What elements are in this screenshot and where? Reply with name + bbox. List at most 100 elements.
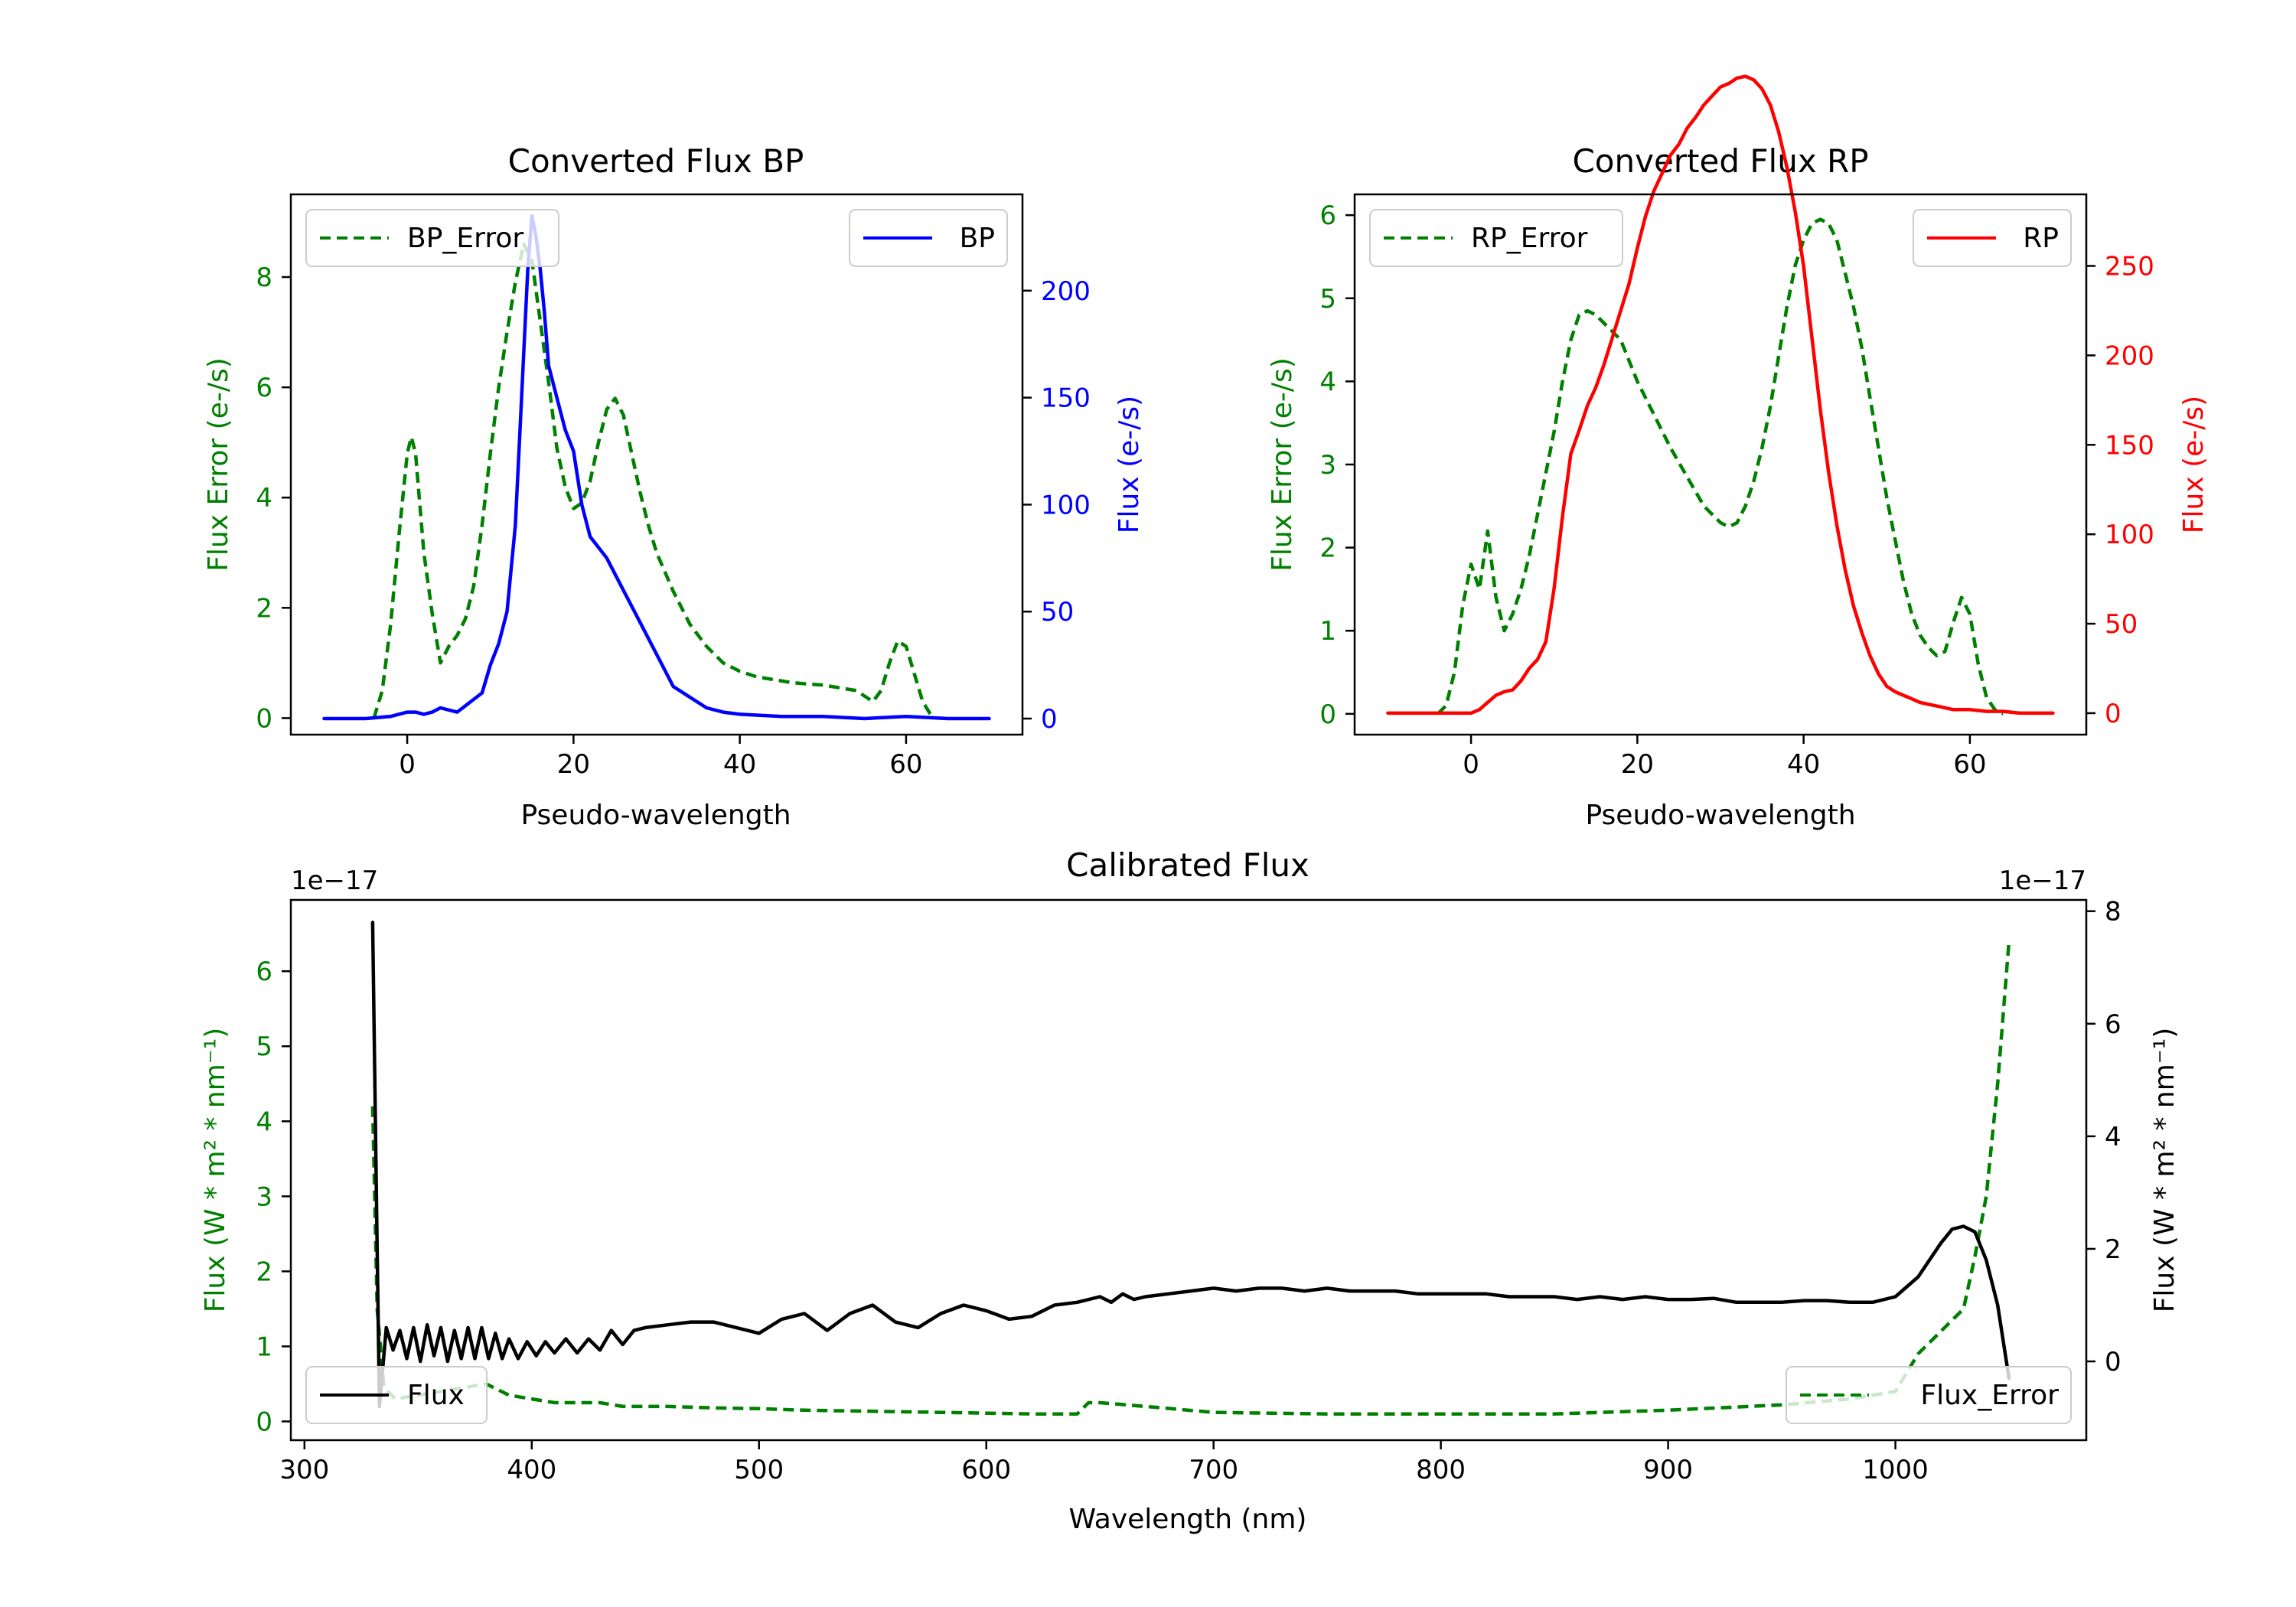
legend-label-flux-error: Flux_Error	[1920, 1380, 2059, 1411]
right-tick-label: 50	[2105, 609, 2138, 640]
x-tick-label: 40	[1787, 749, 1820, 780]
x-tick-label: 300	[279, 1455, 329, 1485]
bp-left-axis-label: Flux Error (e-/s)	[203, 357, 234, 572]
left-tick-label: 4	[1319, 367, 1336, 397]
left-tick-label: 2	[1319, 533, 1336, 564]
series-line-flux-error	[370, 940, 2011, 1416]
right-tick-label: 150	[2105, 430, 2154, 461]
left-tick-label: 3	[1319, 450, 1336, 481]
bp-left-ticks: 0 2 4 6 8	[256, 262, 291, 734]
legend-label-flux: Flux	[407, 1380, 465, 1411]
left-tick-label: 5	[256, 1032, 272, 1062]
legend-box	[305, 209, 559, 267]
cal-left-axis-label: Flux (W * m² * nm⁻¹)	[200, 1028, 231, 1313]
right-tick-label: 8	[2105, 897, 2122, 927]
x-tick-label: 800	[1416, 1455, 1466, 1485]
bp-x-ticks: 0 20 40 60	[399, 735, 923, 780]
rp-plot-area	[1386, 74, 2055, 715]
right-tick-label: 200	[2105, 341, 2154, 371]
cal-x-label: Wavelength (nm)	[1069, 1504, 1307, 1535]
rp-legend-error: RP_Error	[1369, 209, 1623, 267]
cal-title: Calibrated Flux	[1066, 846, 1309, 884]
panel-bp: Converted Flux BP 0 20 40 60 0 2 4 6 8 0 50 100 15…	[203, 142, 1145, 831]
rp-x-ticks: 0 20 40 60	[1463, 735, 1987, 780]
rp-right-axis-label: Flux (e-/s)	[2178, 396, 2210, 533]
left-tick-label: 8	[256, 262, 272, 293]
x-tick-label: 1000	[1862, 1455, 1929, 1485]
panel-calibrated: Calibrated Flux 1e−17 1e−17 300 400 500 600…	[200, 846, 2180, 1535]
left-tick-label: 5	[1319, 284, 1336, 315]
legend-label-bp: BP	[960, 223, 995, 254]
left-tick-label: 6	[256, 957, 272, 987]
rp-title: Converted Flux RP	[1572, 142, 1868, 180]
x-tick-label: 20	[557, 749, 590, 780]
series-line-bp-error	[372, 242, 933, 719]
bp-legend-flux: BP	[849, 209, 1008, 267]
x-tick-label: 900	[1643, 1455, 1693, 1485]
left-tick-label: 6	[1319, 200, 1336, 231]
cal-plot-area	[370, 921, 2011, 1416]
cal-left-ticks: 0 1 2 3 4 5 6	[256, 957, 291, 1437]
cal-right-ticks: 0 2 4 6 8	[2086, 897, 2122, 1377]
left-tick-label: 0	[256, 1407, 272, 1437]
rp-left-axis-label: Flux Error (e-/s)	[1267, 357, 1298, 572]
cal-right-axis-label: Flux (W * m² * nm⁻¹)	[2149, 1028, 2180, 1313]
x-tick-label: 600	[961, 1455, 1011, 1485]
bp-legend-error: BP_Error	[305, 209, 559, 267]
rp-x-label: Pseudo-wavelength	[1585, 800, 1855, 831]
bp-right-axis-label: Flux (e-/s)	[1114, 396, 1145, 533]
legend-box	[1369, 209, 1623, 267]
rp-left-ticks: 0 1 2 3 4 5 6	[1319, 200, 1355, 730]
legend-box	[1786, 1366, 2072, 1424]
cal-legend-flux-error: Flux_Error	[1786, 1366, 2072, 1424]
cal-right-offset-text: 1e−17	[1999, 865, 2086, 896]
legend-label-rp: RP	[2023, 223, 2059, 254]
left-tick-label: 0	[1319, 699, 1336, 730]
x-tick-label: 700	[1189, 1455, 1238, 1485]
right-tick-label: 100	[2105, 520, 2154, 550]
series-line-bp	[322, 214, 991, 721]
bp-x-label: Pseudo-wavelength	[520, 800, 791, 831]
rp-frame	[1353, 193, 2088, 736]
legend-label-bp-error: BP_Error	[407, 223, 523, 254]
left-tick-label: 4	[256, 1107, 272, 1137]
left-tick-label: 2	[256, 1257, 272, 1287]
x-tick-label: 0	[399, 749, 416, 780]
legend-box	[305, 1366, 488, 1424]
right-tick-label: 100	[1041, 490, 1091, 520]
right-tick-label: 4	[2105, 1122, 2122, 1152]
cal-legend-flux: Flux	[305, 1366, 488, 1424]
rp-right-ticks: 0 50 100 150 200 250	[2086, 252, 2154, 729]
left-tick-label: 1	[1319, 616, 1336, 647]
series-line-flux	[370, 921, 2011, 1409]
bp-right-ticks: 0 50 100 150 200	[1022, 276, 1091, 735]
series-line-rp-error	[1437, 217, 2004, 715]
left-tick-label: 2	[256, 593, 272, 624]
right-tick-label: 0	[2105, 699, 2122, 729]
cal-left-offset-text: 1e−17	[291, 865, 378, 896]
cal-x-ticks: 300 400 500 600 700 800 900 1000	[279, 1440, 1929, 1485]
right-tick-label: 2	[2105, 1234, 2122, 1265]
right-tick-label: 200	[1041, 276, 1091, 307]
bp-plot-area	[322, 214, 991, 721]
right-tick-label: 0	[2105, 1347, 2122, 1377]
x-tick-label: 500	[734, 1455, 784, 1485]
rp-legend-flux: RP	[1913, 209, 2072, 267]
left-tick-label: 6	[256, 373, 272, 403]
left-tick-label: 1	[256, 1332, 272, 1362]
x-tick-label: 20	[1621, 749, 1654, 780]
right-tick-label: 250	[2105, 252, 2154, 282]
left-tick-label: 0	[256, 703, 272, 734]
right-tick-label: 150	[1041, 383, 1091, 414]
x-tick-label: 60	[889, 749, 922, 780]
cal-frame	[289, 898, 2088, 1442]
x-tick-label: 40	[723, 749, 756, 780]
x-tick-label: 0	[1463, 749, 1479, 780]
legend-label-rp-error: RP_Error	[1471, 223, 1588, 254]
x-tick-label: 60	[1953, 749, 1986, 780]
series-line-rp	[1386, 74, 2055, 715]
right-tick-label: 6	[2105, 1009, 2122, 1040]
x-tick-label: 400	[507, 1455, 556, 1485]
right-tick-label: 0	[1041, 704, 1058, 735]
